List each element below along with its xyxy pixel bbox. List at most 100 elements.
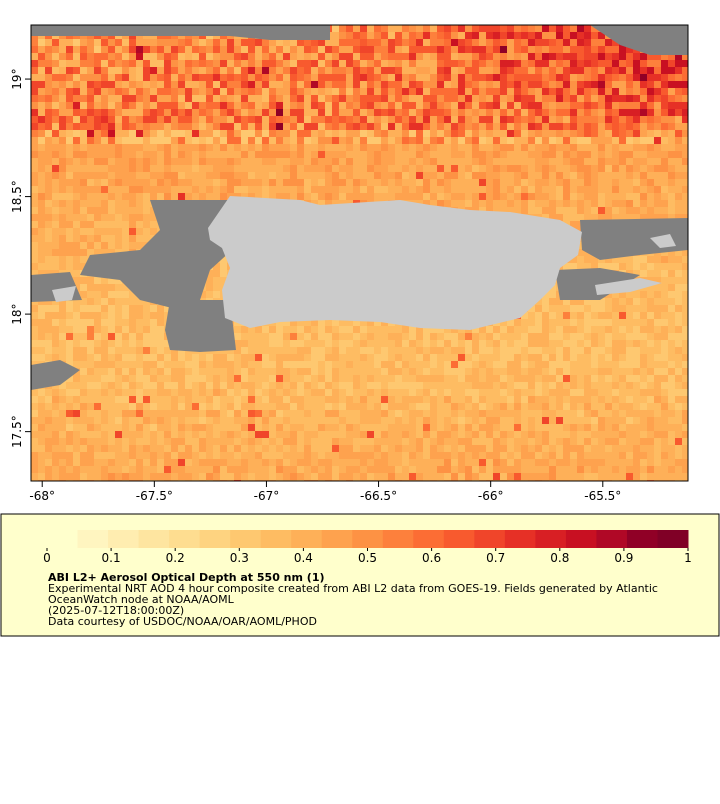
aod-cell [108,130,115,137]
aod-cell [171,81,178,88]
aod-cell [647,53,654,60]
aod-cell [101,242,108,249]
aod-cell [332,137,339,144]
aod-cell [325,123,332,130]
aod-cell [122,116,129,123]
aod-cell [528,60,535,67]
aod-cell [647,123,654,130]
aod-cell [108,242,115,249]
aod-cell [605,67,612,74]
aod-cell [94,242,101,249]
aod-cell [108,319,115,326]
aod-cell [661,207,668,214]
aod-cell [416,165,423,172]
aod-cell [570,137,577,144]
aod-cell [682,298,688,305]
aod-cell [59,39,66,46]
aod-cell [31,389,38,396]
aod-cell [213,151,220,158]
aod-cell [577,263,584,270]
aod-cell [423,123,430,130]
aod-cell [38,67,45,74]
aod-cell [101,193,108,200]
aod-cell [122,298,129,305]
aod-cell [612,291,619,298]
aod-cell [115,298,122,305]
aod-cell [276,60,283,67]
aod-cell [80,67,87,74]
aod-cell [430,165,437,172]
aod-cell [199,389,206,396]
aod-cell [45,158,52,165]
aod-cell [73,221,80,228]
aod-cell [640,137,647,144]
aod-cell [514,116,521,123]
aod-cell [115,361,122,368]
aod-cell [430,333,437,340]
aod-cell [38,81,45,88]
aod-cell [654,144,661,151]
aod-cell [598,326,605,333]
aod-cell [570,375,577,382]
aod-cell [444,137,451,144]
aod-cell [143,235,150,242]
aod-cell [311,137,318,144]
aod-cell [297,186,304,193]
aod-cell [353,186,360,193]
aod-cell [661,354,668,361]
aod-cell [115,235,122,242]
aod-cell [472,88,479,95]
aod-cell [633,165,640,172]
aod-cell [605,81,612,88]
aod-cell [409,382,416,389]
aod-cell [549,193,556,200]
aod-cell [605,361,612,368]
aod-cell [304,186,311,193]
aod-cell [59,193,66,200]
aod-cell [318,382,325,389]
aod-cell [577,326,584,333]
aod-cell [451,165,458,172]
aod-cell [570,368,577,375]
aod-cell [388,326,395,333]
aod-cell [115,39,122,46]
aod-cell [521,130,528,137]
aod-cell [577,298,584,305]
aod-cell [269,60,276,67]
aod-cell [381,193,388,200]
aod-cell [675,67,682,74]
aod-cell [150,116,157,123]
aod-cell [353,382,360,389]
aod-cell [535,67,542,74]
aod-cell [136,123,143,130]
aod-cell [318,81,325,88]
aod-cell [647,214,654,221]
aod-cell [255,130,262,137]
aod-cell [423,109,430,116]
aod-cell [486,109,493,116]
aod-cell [346,123,353,130]
aod-cell [668,361,675,368]
aod-cell [451,186,458,193]
aod-cell [192,389,199,396]
aod-cell [577,67,584,74]
aod-cell [374,326,381,333]
aod-cell [318,109,325,116]
aod-cell [486,137,493,144]
aod-cell [521,88,528,95]
aod-cell [423,361,430,368]
aod-cell [486,88,493,95]
aod-cell [157,389,164,396]
aod-cell [507,389,514,396]
aod-cell [80,109,87,116]
aod-cell [472,95,479,102]
aod-cell [374,179,381,186]
aod-cell [283,81,290,88]
aod-cell [115,354,122,361]
aod-cell [80,207,87,214]
aod-cell [612,389,619,396]
aod-cell [521,312,528,319]
aod-cell [192,158,199,165]
aod-cell [409,165,416,172]
aod-cell [535,319,542,326]
